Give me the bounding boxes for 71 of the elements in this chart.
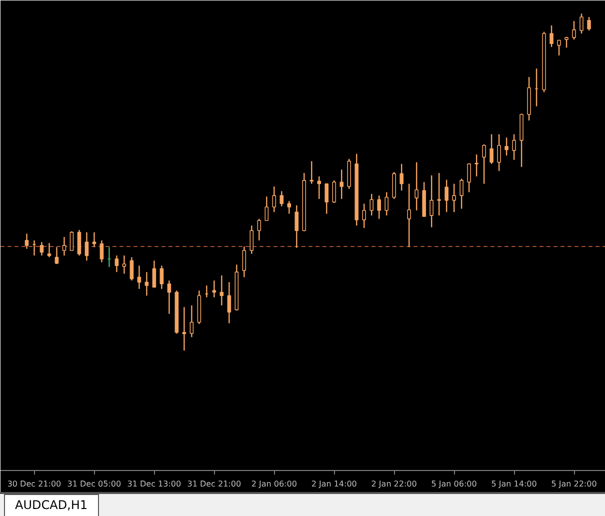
candlestick	[62, 236, 66, 256]
x-tick-label: 31 Dec 05:00	[67, 480, 122, 488]
x-tick-label: 31 Dec 21:00	[187, 480, 242, 488]
candlestick	[557, 40, 561, 56]
candlestick	[77, 229, 82, 256]
candlestick	[467, 162, 471, 193]
candlestick	[384, 192, 388, 216]
candlestick	[272, 186, 276, 213]
candlestick	[160, 265, 164, 290]
candlestick	[460, 178, 464, 210]
x-tick-label: 2 Jan 14:00	[311, 480, 357, 488]
candlestick	[362, 203, 366, 229]
candlestick	[550, 24, 554, 48]
candlestick	[167, 280, 172, 314]
candlestick	[370, 193, 374, 216]
candlestick	[310, 160, 314, 184]
candlestick	[407, 183, 411, 248]
candlestick	[580, 13, 584, 34]
candlestick	[332, 180, 336, 204]
x-tick-label: 31 Dec 13:00	[127, 480, 182, 488]
candlestick	[324, 183, 329, 214]
candlestick	[114, 254, 119, 273]
candlestick	[400, 163, 404, 192]
candlestick	[587, 16, 591, 32]
candlestick	[137, 265, 142, 290]
candlestick	[264, 196, 269, 222]
candlestick	[572, 20, 576, 40]
candlestick	[340, 169, 344, 200]
candlestick	[512, 134, 516, 160]
candlestick	[257, 218, 262, 241]
candlestick	[414, 162, 418, 211]
candlestick	[100, 240, 104, 263]
candlestick	[144, 271, 149, 296]
candlestick	[182, 306, 186, 352]
candlestick	[220, 274, 224, 306]
candlestick	[84, 232, 89, 262]
candlestick	[70, 230, 74, 252]
x-tick-label: 2 Jan 22:00	[371, 480, 417, 488]
x-tick-label: 2 Jan 06:00	[251, 480, 297, 488]
candlestick	[392, 171, 396, 200]
candlestick	[130, 256, 134, 282]
x-tick-label: 30 Dec 21:00	[7, 480, 62, 488]
candlestick	[444, 179, 448, 213]
candlestick	[242, 246, 246, 278]
candlestick	[474, 154, 478, 177]
candlestick	[287, 200, 292, 214]
candlestick	[92, 232, 96, 248]
candlestick	[490, 134, 494, 165]
candlestick	[152, 260, 156, 288]
candlestick	[212, 280, 216, 298]
x-tick-label: 5 Jan 14:00	[491, 480, 537, 488]
candlestick	[190, 304, 194, 338]
candlestick	[122, 254, 126, 274]
candlestick	[377, 194, 381, 220]
x-tick-label: 5 Jan 06:00	[431, 480, 477, 488]
candlestick	[294, 204, 299, 248]
x-tick-label: 5 Jan 22:00	[551, 480, 597, 488]
candlestick	[40, 241, 44, 256]
candlestick	[482, 144, 486, 184]
candlestick	[497, 134, 501, 172]
candlestick	[47, 242, 52, 258]
candlestick	[504, 137, 508, 156]
candlestick	[317, 176, 322, 200]
candlestick	[280, 190, 284, 207]
candlestick	[250, 224, 254, 254]
candlestick	[452, 183, 456, 213]
text: AUDCAD,H1	[4, 494, 99, 516]
candlestick	[437, 172, 441, 216]
candlestick	[430, 174, 434, 228]
candlestick	[24, 233, 29, 250]
candlestick	[227, 282, 232, 324]
